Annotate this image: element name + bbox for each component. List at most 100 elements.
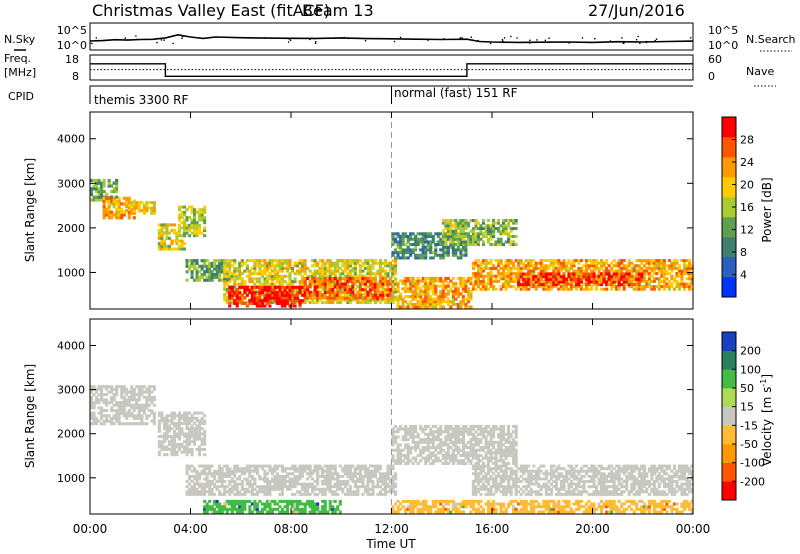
velocity-cell <box>200 411 204 415</box>
power-cell <box>298 288 302 292</box>
velocity-cell <box>265 482 270 486</box>
velocity-cell <box>376 464 380 468</box>
velocity-cell <box>291 499 295 503</box>
velocity-cell <box>147 409 151 413</box>
power-cell <box>399 251 403 255</box>
noise-search-label: N.Search <box>746 33 796 46</box>
power-cell <box>587 277 591 281</box>
velocity-cell <box>180 432 184 436</box>
power-cell <box>110 210 114 214</box>
power-cell <box>675 282 679 286</box>
power-cell <box>250 272 254 276</box>
power-cell <box>353 277 357 281</box>
power-cell <box>404 276 408 280</box>
velocity-cell <box>177 419 182 423</box>
power-cell <box>459 243 463 247</box>
power-cell <box>190 264 194 268</box>
power-cell <box>301 299 305 303</box>
power-cell <box>539 279 543 283</box>
power-cell <box>258 272 262 276</box>
power-cell <box>228 259 232 263</box>
power-cell <box>389 288 393 292</box>
velocity-cell <box>351 492 355 496</box>
velocity-cell <box>137 395 141 399</box>
power-cell <box>587 266 591 270</box>
power-cell <box>185 226 189 230</box>
power-cell <box>230 259 234 263</box>
velocity-cell <box>291 492 295 496</box>
power-cell <box>198 231 202 235</box>
power-cell <box>190 221 194 225</box>
velocity-cell <box>338 482 342 486</box>
power-cell <box>690 282 694 286</box>
velocity-cell <box>90 385 94 389</box>
velocity-cell <box>193 440 197 444</box>
velocity-cell <box>386 485 390 489</box>
power-cell <box>152 203 156 207</box>
velocity-cell <box>260 485 264 489</box>
power-cell <box>640 275 644 279</box>
power-cell <box>424 248 428 252</box>
power-cell <box>414 295 418 299</box>
power-cell <box>590 272 594 276</box>
power-cell <box>308 282 312 286</box>
power-cell <box>572 261 576 265</box>
power-cell <box>600 275 604 279</box>
power-cell <box>366 298 370 302</box>
velocity-cell <box>240 507 244 511</box>
power-cell <box>303 264 307 268</box>
velocity-cell <box>90 390 94 394</box>
power-cell <box>268 282 272 286</box>
power-cell <box>625 277 629 281</box>
power-cell <box>293 290 297 294</box>
power-cell <box>265 299 270 303</box>
power-cell <box>326 261 330 265</box>
power-cell <box>223 266 227 270</box>
power-cell <box>371 293 375 297</box>
velocity-cell <box>296 510 300 514</box>
velocity-cell <box>311 505 315 509</box>
power-cell <box>456 248 460 252</box>
velocity-cell <box>296 474 300 478</box>
power-cell <box>446 245 450 249</box>
power-cell <box>378 285 383 289</box>
power-cell <box>286 293 290 297</box>
velocity-cell <box>238 490 242 494</box>
velocity-cell <box>321 499 325 503</box>
power-cell <box>258 293 262 297</box>
power-cell <box>557 287 561 291</box>
velocity-cell <box>328 480 332 483</box>
power-cell <box>368 293 373 297</box>
power-cell <box>474 259 478 263</box>
power-cell <box>592 264 596 268</box>
power-cell <box>509 259 513 263</box>
velocity-cell <box>449 499 453 503</box>
power-cell <box>258 299 262 303</box>
power-cell <box>180 213 184 217</box>
power-cell <box>459 227 463 231</box>
power-cell <box>107 199 111 203</box>
velocity-cell <box>190 424 194 428</box>
power-cell <box>384 298 388 302</box>
power-cell <box>446 229 450 233</box>
power-cell <box>539 266 543 270</box>
noise-search-point <box>639 42 641 45</box>
power-cell <box>532 264 536 268</box>
power-cell <box>107 181 111 185</box>
velocity-cell <box>366 487 370 491</box>
freq-unit-label: [MHz] <box>4 66 36 79</box>
power-cell <box>449 305 453 309</box>
power-cell <box>587 283 591 287</box>
velocity-cell <box>228 507 232 511</box>
power-cell <box>590 287 594 291</box>
power-cell <box>208 278 212 282</box>
velocity-cell <box>248 469 252 473</box>
power-cell <box>466 289 471 293</box>
power-cell <box>373 274 378 278</box>
power-cell <box>275 293 280 297</box>
velocity-cell <box>353 474 357 478</box>
power-cell <box>190 261 194 266</box>
velocity-cell <box>574 507 579 511</box>
power-cell <box>590 261 594 265</box>
velocity-cell <box>280 507 285 511</box>
